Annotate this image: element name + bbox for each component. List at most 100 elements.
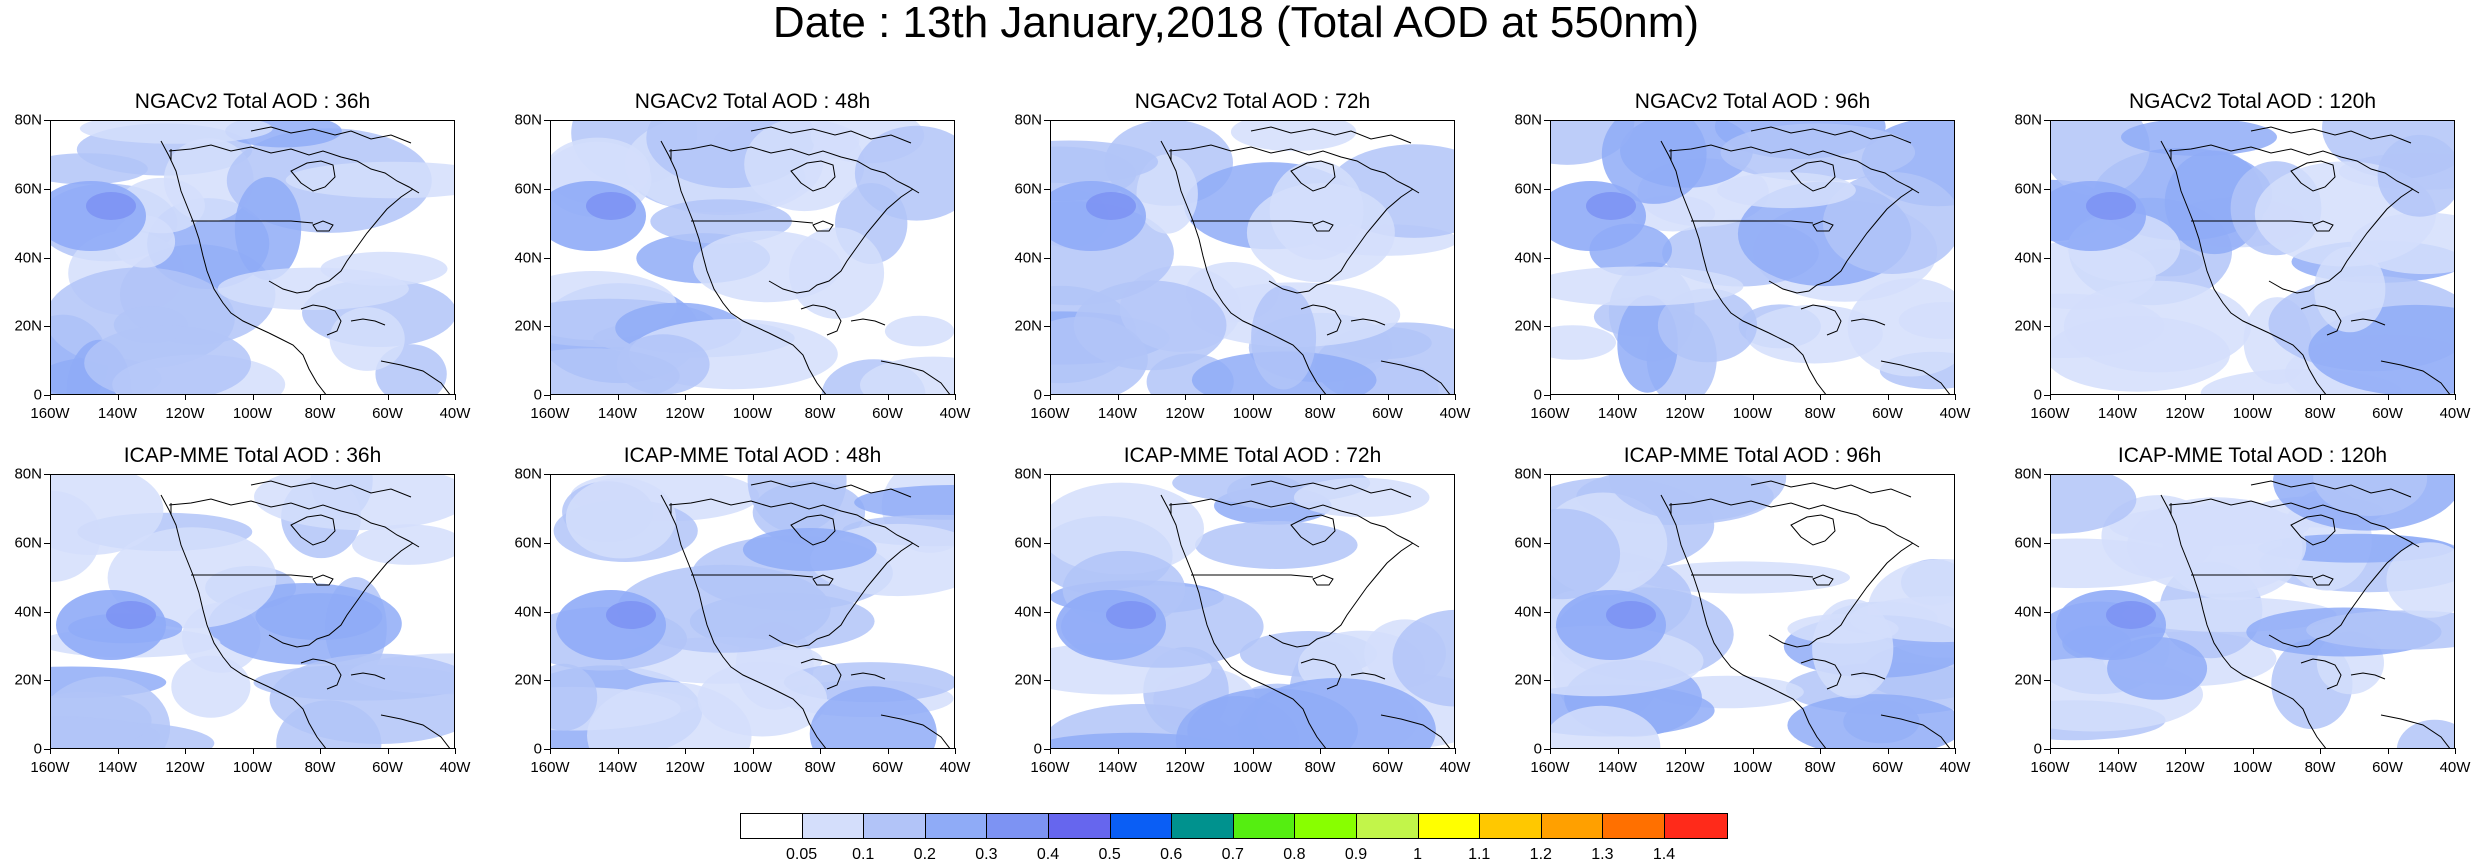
y-tick-mark xyxy=(2044,680,2050,682)
x-tick-mark xyxy=(820,748,821,754)
map-plot-area xyxy=(50,474,455,749)
colorbar-swatch xyxy=(802,814,865,838)
y-tick-mark xyxy=(1044,188,1050,190)
x-tick-mark xyxy=(50,394,51,400)
x-tick-mark xyxy=(2252,748,2254,754)
x-tick-label: 60W xyxy=(872,405,903,422)
x-tick-mark xyxy=(1117,748,1119,754)
y-tick-mark xyxy=(544,395,550,396)
colorbar-label: 0.2 xyxy=(913,846,936,863)
y-tick-label: 40N xyxy=(514,249,542,266)
y-tick-label: 20N xyxy=(14,671,42,689)
x-tick-mark xyxy=(1955,394,1956,400)
x-tick-label: 60W xyxy=(872,759,903,776)
x-tick-label: 140W xyxy=(597,759,638,776)
y-tick-mark xyxy=(44,120,50,121)
panel-title: NGACv2 Total AOD : 36h xyxy=(134,90,371,113)
x-tick-label: 60W xyxy=(2372,405,2403,422)
y-tick-mark xyxy=(544,749,550,750)
y-tick-mark xyxy=(2044,120,2050,121)
map-plot-area xyxy=(2050,474,2455,749)
y-tick-mark xyxy=(2044,395,2050,396)
x-tick-mark xyxy=(1617,748,1619,754)
x-tick-mark xyxy=(1252,394,1254,400)
x-tick-mark xyxy=(2455,394,2456,400)
map-panel: NGACv2 Total AOD : 120h 80N 60N 40N 20N 0 160W… xyxy=(2014,90,2470,422)
y-tick-label: 60N xyxy=(1014,534,1042,552)
y-tick-label: 0 xyxy=(533,740,542,758)
x-tick-label: 160W xyxy=(2030,759,2070,776)
x-tick-label: 60W xyxy=(372,759,403,776)
y-tick-mark xyxy=(1044,749,1050,750)
y-tick-mark xyxy=(544,611,550,613)
x-tick-label: 40W xyxy=(1939,759,1971,776)
x-tick-label: 160W xyxy=(1530,759,1570,776)
aod-field-map xyxy=(551,475,954,748)
y-tick-mark xyxy=(2044,188,2050,190)
colorbar-label: 0.8 xyxy=(1283,846,1306,863)
x-tick-label: 120W xyxy=(665,405,705,422)
x-tick-mark xyxy=(1320,394,1321,400)
y-tick-mark xyxy=(44,188,50,190)
y-tick-label: 60N xyxy=(2014,180,2042,198)
y-tick-mark xyxy=(2044,542,2050,544)
x-tick-label: 80W xyxy=(1304,405,1336,422)
colorbar-swatch xyxy=(1295,814,1357,838)
x-tick-mark xyxy=(1185,748,1186,754)
x-tick-mark xyxy=(887,748,889,754)
x-tick-mark xyxy=(50,748,51,754)
x-tick-mark xyxy=(955,748,956,754)
y-tick-label: 80N xyxy=(1014,111,1042,129)
x-tick-mark xyxy=(1550,748,1551,754)
x-tick-mark xyxy=(2117,394,2119,400)
x-tick-label: 40W xyxy=(1439,405,1471,422)
map-panel: NGACv2 Total AOD : 96h 80N 60N 40N 20N 0 160W 1… xyxy=(1514,90,1970,422)
x-tick-mark xyxy=(2050,394,2051,400)
y-tick-label: 80N xyxy=(514,465,542,483)
map-panel: ICAP-MME Total AOD : 120h 80N 60N 40N 20N 0 16… xyxy=(2014,444,2470,776)
figure-title: Date : 13th January,2018 (Total AOD at 5… xyxy=(772,0,1700,47)
x-tick-mark xyxy=(1887,748,1889,754)
x-tick-mark xyxy=(1455,394,1456,400)
colorbar-label: 1 xyxy=(1413,846,1423,863)
x-tick-mark xyxy=(1955,748,1956,754)
x-tick-mark xyxy=(2455,748,2456,754)
y-tick-label: 60N xyxy=(14,534,42,552)
colorbar-label: 0.7 xyxy=(1221,846,1244,863)
x-tick-mark xyxy=(1117,394,1119,400)
x-tick-mark xyxy=(1820,748,1821,754)
x-tick-label: 40W xyxy=(439,759,471,776)
x-tick-label: 100W xyxy=(1732,405,1773,422)
x-tick-mark xyxy=(117,748,119,754)
y-tick-mark xyxy=(1044,326,1050,328)
x-tick-label: 40W xyxy=(939,405,971,422)
colorbar-label: 0.5 xyxy=(1098,846,1121,863)
y-tick-mark xyxy=(44,326,50,328)
colorbar-label: 0.05 xyxy=(786,846,818,863)
x-tick-mark xyxy=(2185,394,2186,400)
x-tick-mark xyxy=(1887,394,1889,400)
x-tick-label: 100W xyxy=(2232,405,2273,422)
y-tick-label: 0 xyxy=(2033,740,2042,758)
y-tick-label: 0 xyxy=(2033,386,2042,404)
x-tick-mark xyxy=(1820,394,1821,400)
colorbar-swatch xyxy=(741,814,803,838)
colorbar-label: 1.2 xyxy=(1529,846,1552,863)
y-tick-label: 20N xyxy=(1014,671,1042,689)
x-tick-label: 120W xyxy=(1665,405,1705,422)
map-panel: ICAP-MME Total AOD : 72h 80N 60N 40N 20N 0 160… xyxy=(1014,444,1470,776)
x-tick-label: 120W xyxy=(1665,759,1705,776)
y-tick-label: 20N xyxy=(14,317,42,335)
map-plot-area xyxy=(550,474,955,749)
y-tick-mark xyxy=(2044,326,2050,328)
y-tick-mark xyxy=(1544,749,1550,750)
x-tick-label: 60W xyxy=(1372,405,1403,422)
y-tick-mark xyxy=(44,542,50,544)
aod-field-map xyxy=(1051,121,1454,394)
x-tick-label: 120W xyxy=(2165,759,2205,776)
colorbar-swatch xyxy=(1603,814,1665,838)
colorbar-label: 1.1 xyxy=(1468,846,1491,863)
x-tick-mark xyxy=(820,394,821,400)
y-tick-label: 0 xyxy=(1533,740,1542,758)
x-tick-label: 140W xyxy=(97,405,138,422)
